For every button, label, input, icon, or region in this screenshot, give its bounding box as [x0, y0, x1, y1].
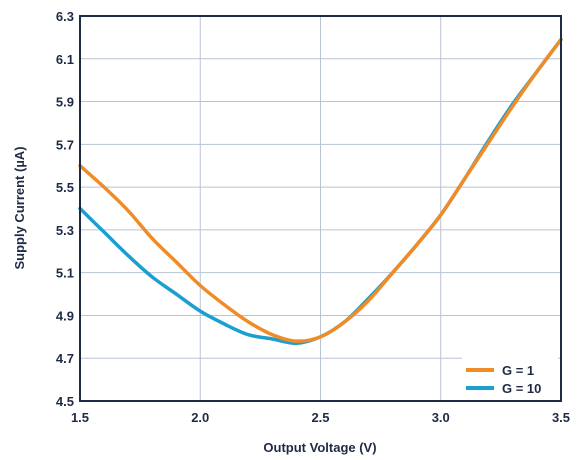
tick-labels: 1.5 2.0 2.5 3.0 3.5 4.5 4.7 4.9 5.1 5.3 5.5 5.7 5.9 6… [56, 9, 570, 425]
x-tick-label: 1.5 [71, 410, 89, 425]
legend-label-g1: G = 1 [502, 363, 534, 378]
y-tick-label: 5.9 [56, 95, 74, 110]
y-tick-label: 6.1 [56, 52, 74, 67]
x-tick-label: 3.5 [552, 410, 570, 425]
grid-lines [80, 16, 561, 401]
x-tick-label: 2.0 [191, 410, 209, 425]
legend-background [462, 356, 558, 398]
y-tick-label: 4.5 [56, 394, 74, 409]
y-tick-label: 4.9 [56, 308, 74, 323]
x-tick-label: 3.0 [432, 410, 450, 425]
y-tick-label: 5.5 [56, 180, 74, 195]
series-lines [78, 37, 563, 346]
x-tick-label: 2.5 [311, 410, 329, 425]
y-tick-label: 5.1 [56, 266, 74, 281]
y-axis-title: Supply Current (µA) [12, 146, 27, 269]
y-tick-label: 5.7 [56, 137, 74, 152]
x-axis-title: Output Voltage (V) [263, 440, 376, 455]
series-line-g1 [78, 37, 563, 343]
y-tick-label: 6.3 [56, 9, 74, 24]
legend-label-g10: G = 10 [502, 381, 541, 396]
y-tick-label: 4.7 [56, 351, 74, 366]
plot-frame [79, 15, 562, 402]
legend: G = 1 G = 10 [462, 356, 558, 398]
y-tick-label: 5.3 [56, 223, 74, 238]
